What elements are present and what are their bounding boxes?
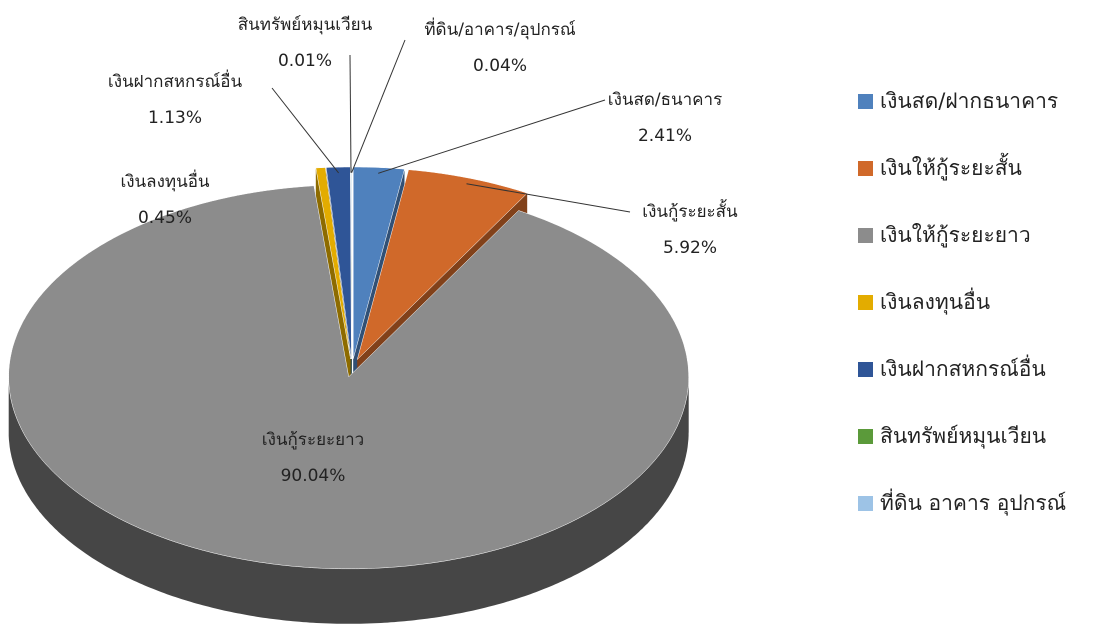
data-label-name: ที่ดิน/อาคาร/อุปกรณ์ [424, 17, 576, 40]
data-label-name: สินทรัพย์หมุนเวียน [238, 15, 373, 35]
data-label-name: เงินกู้ระยะสั้น [642, 199, 738, 222]
data-label-value: 2.41% [638, 126, 692, 146]
legend-swatch [858, 429, 873, 444]
leader-line [466, 183, 631, 213]
slice [325, 166, 352, 360]
legend-label: เงินลงทุนอื่น [880, 287, 990, 315]
data-label-value: 0.45% [138, 208, 192, 228]
legend-swatch [858, 295, 873, 310]
data-label-value: 5.92% [663, 238, 717, 258]
data-label-name: เงินฝากสหกรณ์อื่น [108, 69, 243, 92]
legend-label: ที่ดิน อาคาร อุปกรณ์ [880, 488, 1066, 516]
legend-swatch [858, 362, 873, 377]
legend-label: เงินให้กู้ระยะสั้น [880, 153, 1022, 181]
data-label-value: 1.13% [148, 108, 202, 128]
legend-label: เงินสด/ฝากธนาคาร [880, 89, 1058, 113]
leader-line [351, 39, 406, 173]
data-label-value: 90.04% [281, 466, 346, 486]
legend-label: เงินฝากสหกรณ์อื่น [880, 354, 1046, 381]
legend-swatch [858, 161, 873, 176]
legend-label: เงินให้กู้ระยะยาว [880, 223, 1031, 248]
slice [8, 185, 689, 570]
data-label-value: 0.04% [473, 56, 527, 76]
legend-swatch [858, 228, 873, 243]
leader-line [378, 99, 606, 174]
legend-label: สินทรัพย์หมุนเวียน [880, 424, 1046, 449]
leader-line [271, 87, 339, 174]
leader-line [349, 54, 352, 173]
data-label-value: 0.01% [278, 51, 332, 71]
slice-wall [8, 376, 689, 624]
data-label-name: เงินสด/ธนาคาร [608, 90, 722, 110]
data-label-name: เงินลงทุนอื่น [120, 169, 209, 192]
slice [352, 166, 405, 360]
slice [315, 167, 351, 360]
data-label-name: เงินกู้ระยะยาว [262, 430, 364, 450]
legend-swatch [858, 94, 873, 109]
slice [356, 169, 528, 361]
legend-swatch [858, 496, 873, 511]
